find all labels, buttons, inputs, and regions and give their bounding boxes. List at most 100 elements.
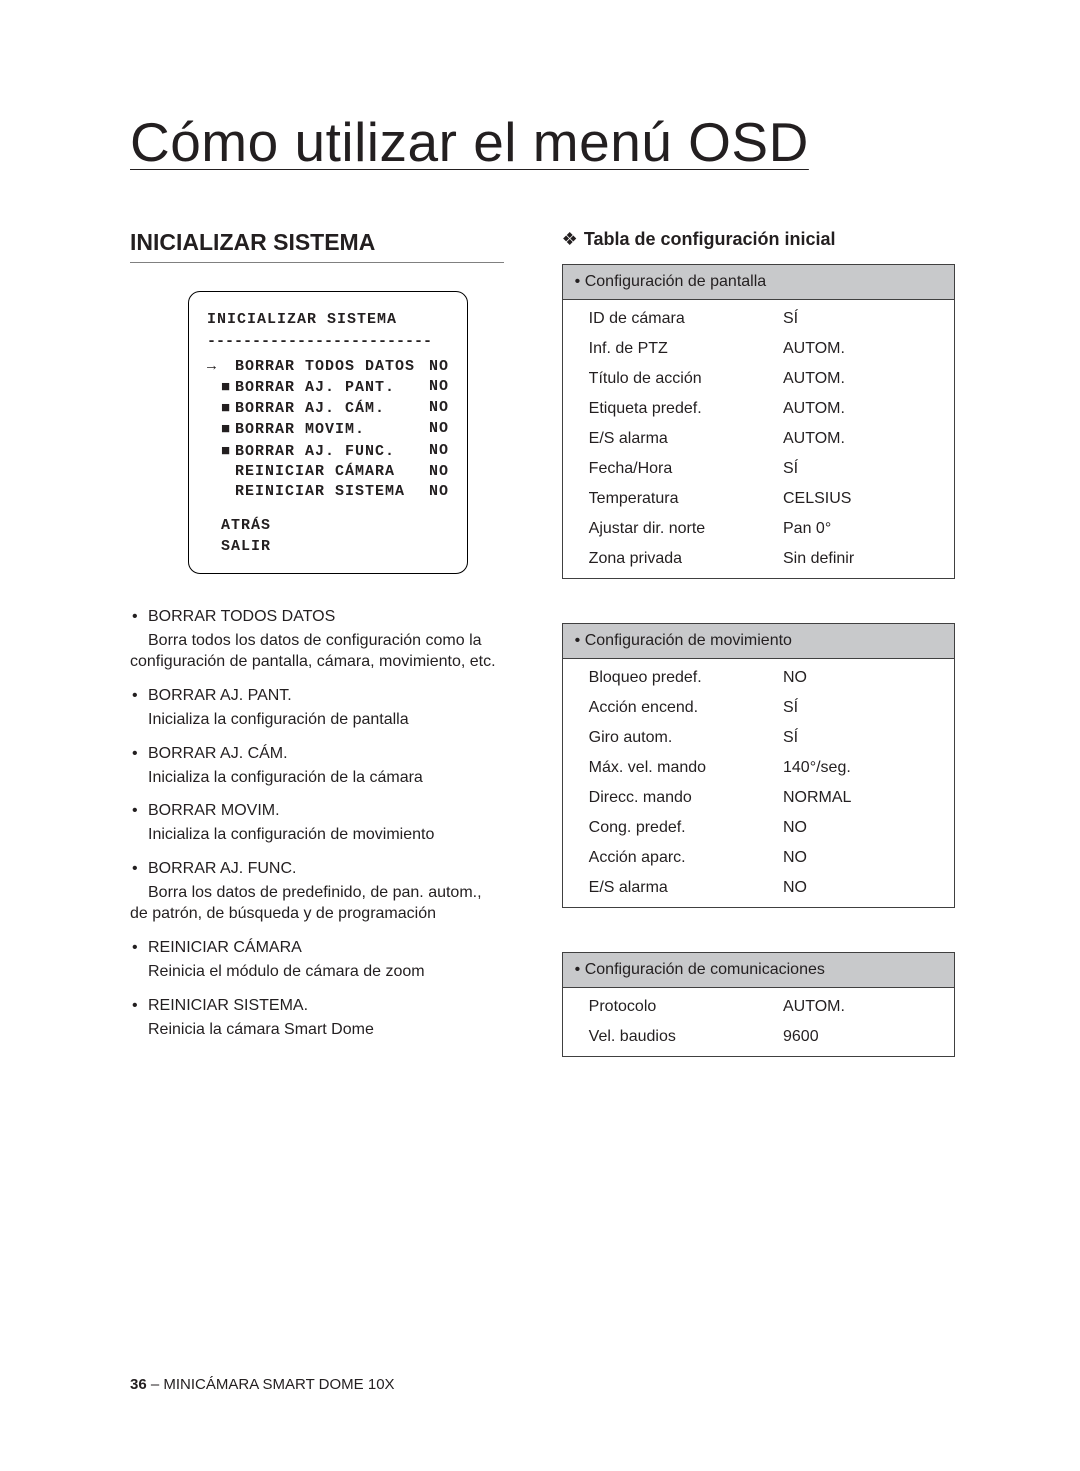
osd-footer-item: SALIR [221,537,449,557]
table-value: SÍ [783,310,942,328]
table-row: Cong. predef.NO [563,813,954,843]
list-item: BORRAR AJ. CÁM.Inicializa la configuraci… [130,745,504,789]
table-key: Vel. baudios [589,1028,783,1046]
osd-row-label: REINICIAR CÁMARA [207,462,395,482]
table-row: Inf. de PTZAUTOM. [563,334,954,364]
table-row: Vel. baudios9600 [563,1022,954,1052]
term: BORRAR TODOS DATOS [130,608,504,626]
table-row: ProtocoloAUTOM. [563,992,954,1022]
osd-row-text: BORRAR MOVIM. [235,421,365,438]
list-item: BORRAR AJ. FUNC. Borra los datos de prede… [130,860,504,925]
list-item: REINICIAR CÁMARA Reinicia el módulo de cá… [130,939,504,983]
table-key: Temperatura [589,490,783,508]
arrow-icon: → [207,357,221,377]
table-row: Zona privadaSin definir [563,544,954,574]
table-key: Ajustar dir. norte [589,520,783,538]
osd-row-label: → BORRAR TODOS DATOS [207,357,415,377]
right-column: ❖Tabla de configuración inicial Configur… [562,229,955,1101]
table-row: Giro autom.SÍ [563,723,954,753]
table-row: TemperaturaCELSIUS [563,484,954,514]
table-value: 9600 [783,1028,942,1046]
section-heading: INICIALIZAR SISTEMA [130,229,504,263]
square-marker-icon: ■ [221,441,235,461]
osd-row-value: NO [429,482,449,502]
config-table: Configuración de pantallaID de cámaraSÍI… [562,264,955,579]
osd-row-value: NO [429,357,449,377]
table-value: NO [783,879,942,897]
osd-row: ■BORRAR AJ. CÁM.NO [207,398,449,419]
osd-row: ■BORRAR MOVIM.NO [207,419,449,440]
osd-footer: ATRÁSSALIR [207,516,449,557]
osd-row-value: NO [429,419,449,440]
content-columns: INICIALIZAR SISTEMA INICIALIZAR SISTEMA … [130,229,955,1101]
definition: Borra todos los datos de configuración c… [130,632,496,671]
table-key: Título de acción [589,370,783,388]
table-row: Bloqueo predef.NO [563,663,954,693]
osd-row-text: BORRAR AJ. CÁM. [235,400,385,417]
osd-rows: →BORRAR TODOS DATOSNO■BORRAR AJ. PANT.NO… [207,357,449,503]
definition: Reinicia el módulo de cámara de zoom [130,963,425,980]
osd-row: → BORRAR TODOS DATOS NO [207,357,449,377]
list-item: REINICIAR SISTEMA.Reinicia la cámara Sma… [130,997,504,1041]
table-key: Fecha/Hora [589,460,783,478]
table-value: AUTOM. [783,340,942,358]
table-key: Direcc. mando [589,789,783,807]
table-row: ID de cámaraSÍ [563,304,954,334]
table-key: Etiqueta predef. [589,400,783,418]
description-list: BORRAR TODOS DATOS Borra todos los datos … [130,608,504,1040]
osd-row-label: ■BORRAR AJ. FUNC. [207,441,395,462]
term: BORRAR AJ. FUNC. [130,860,504,878]
table-value: AUTOM. [783,400,942,418]
osd-row-text: REINICIAR CÁMARA [235,463,395,480]
table-key: E/S alarma [589,430,783,448]
osd-row-text: BORRAR AJ. PANT. [235,379,395,396]
osd-row-text: BORRAR TODOS DATOS [235,358,415,375]
table-key: Máx. vel. mando [589,759,783,777]
table-key: Inf. de PTZ [589,340,783,358]
table-row: Título de acciónAUTOM. [563,364,954,394]
list-item: BORRAR AJ. PANT.Inicializa la configurac… [130,687,504,731]
config-table-header: Configuración de pantalla [563,265,954,300]
osd-row-value: NO [429,441,449,462]
table-row: Direcc. mandoNORMAL [563,783,954,813]
config-table-body: ProtocoloAUTOM.Vel. baudios9600 [563,988,954,1056]
table-row: Etiqueta predef.AUTOM. [563,394,954,424]
table-row: Ajustar dir. nortePan 0° [563,514,954,544]
osd-row-label: REINICIAR SISTEMA [207,482,405,502]
osd-row: ■BORRAR AJ. PANT.NO [207,377,449,398]
definition: Inicializa la configuración de movimient… [130,826,434,843]
table-key: Zona privada [589,550,783,568]
term: BORRAR AJ. PANT. [130,687,504,705]
table-key: Protocolo [589,998,783,1016]
table-value: NORMAL [783,789,942,807]
osd-row-text: REINICIAR SISTEMA [235,483,405,500]
table-row: E/S alarmaNO [563,873,954,903]
osd-row: REINICIAR SISTEMA NO [207,482,449,502]
osd-row-label: ■BORRAR AJ. PANT. [207,377,395,398]
footer-product: MINICÁMARA SMART DOME 10X [163,1376,394,1393]
definition: Reinicia la cámara Smart Dome [130,1021,374,1038]
table-value: 140°/seg. [783,759,942,777]
table-row: Acción encend.SÍ [563,693,954,723]
table-key: Giro autom. [589,729,783,747]
osd-menu-box: INICIALIZAR SISTEMA --------------------… [188,291,468,574]
table-key: ID de cámara [589,310,783,328]
osd-footer-item: ATRÁS [221,516,449,536]
table-row: Acción aparc.NO [563,843,954,873]
osd-row: REINICIAR CÁMARANO [207,462,449,482]
table-row: Fecha/HoraSÍ [563,454,954,484]
table-row: Máx. vel. mando140°/seg. [563,753,954,783]
config-table-body: ID de cámaraSÍInf. de PTZAUTOM.Título de… [563,300,954,578]
clover-icon: ❖ [562,229,578,249]
config-table: Configuración de movimientoBloqueo prede… [562,623,955,908]
term: REINICIAR CÁMARA [130,939,504,957]
table-value: SÍ [783,460,942,478]
table-row: E/S alarmaAUTOM. [563,424,954,454]
osd-row: ■BORRAR AJ. FUNC. NO [207,441,449,462]
definition: Borra los datos de predefinido, de pan. … [130,884,482,923]
config-tables: Configuración de pantallaID de cámaraSÍI… [562,264,955,1057]
table-key: Cong. predef. [589,819,783,837]
list-item: BORRAR TODOS DATOS Borra todos los datos … [130,608,504,673]
term: BORRAR MOVIM. [130,802,504,820]
table-value: NO [783,669,942,687]
